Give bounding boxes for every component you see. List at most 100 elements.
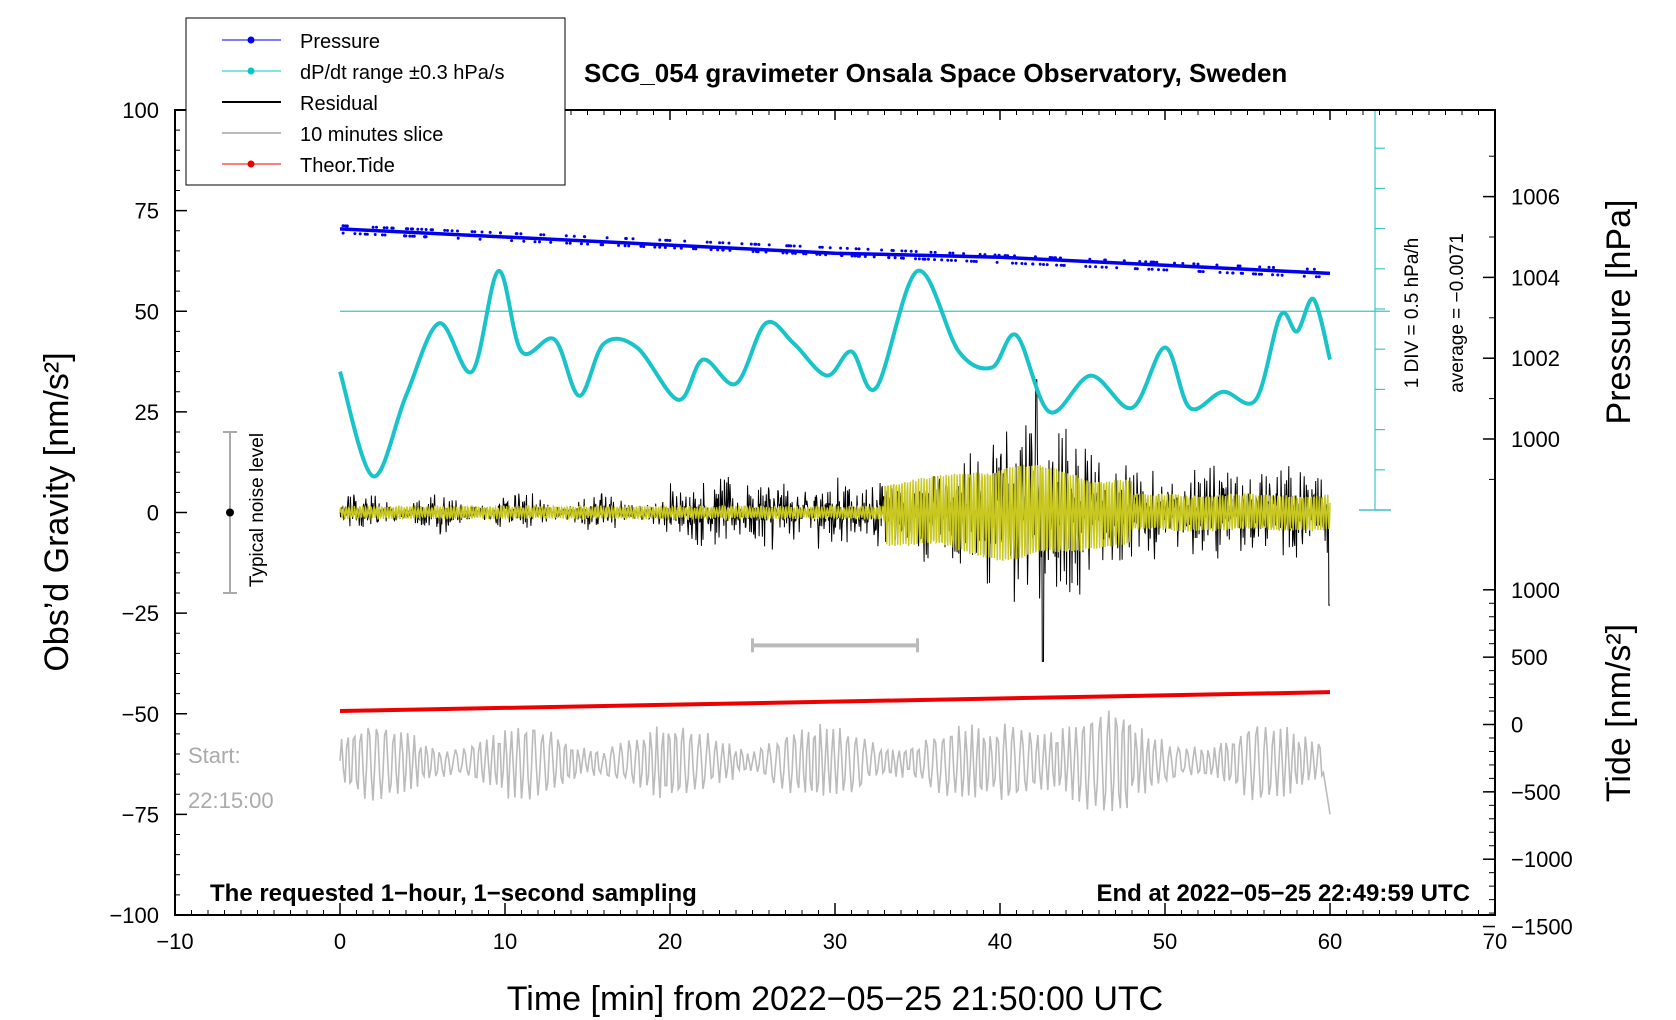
- pressure-point: [917, 257, 921, 261]
- pressure-point: [429, 228, 433, 232]
- pressure-point: [363, 232, 367, 236]
- pressure-point: [601, 243, 605, 247]
- pressure-point: [406, 227, 410, 231]
- pressure-point: [423, 235, 427, 239]
- pressure-point: [754, 242, 758, 246]
- pressure-point: [1196, 262, 1200, 266]
- pressure-point: [663, 246, 667, 249]
- pressure-point: [940, 258, 944, 262]
- pressure-point: [751, 250, 755, 253]
- y-tick-label: −75: [122, 802, 159, 827]
- pressure-point: [478, 237, 482, 241]
- pressure-point: [605, 236, 609, 240]
- pressure-tick-label: 1006: [1511, 185, 1560, 210]
- pressure-point: [1254, 272, 1258, 276]
- pressure-point: [679, 246, 683, 250]
- plot-traces: [223, 110, 1391, 815]
- pressure-point: [668, 239, 672, 242]
- pressure-point: [539, 233, 543, 237]
- pressure-point: [542, 233, 546, 237]
- pressure-point: [793, 251, 797, 255]
- pressure-point: [373, 233, 377, 236]
- pressure-point: [1084, 264, 1088, 268]
- pressure-point: [488, 230, 492, 234]
- series-10-minute-slice: [339, 710, 1331, 815]
- pressure-point: [781, 251, 785, 255]
- legend-entry-residual: Residual: [222, 93, 378, 115]
- pressure-point: [409, 227, 413, 231]
- pressure-point: [653, 245, 657, 249]
- pressure-point: [1231, 271, 1235, 275]
- pressure-point: [845, 246, 849, 250]
- legend-marker-dpdt: [247, 67, 255, 75]
- pressure-point: [1013, 254, 1016, 258]
- pressure-point: [565, 241, 569, 245]
- series-filtered-residual: [339, 464, 1331, 561]
- pressure-point: [1192, 262, 1196, 266]
- pressure-point: [997, 253, 1001, 257]
- pressure-point: [978, 252, 982, 256]
- pressure-point: [1122, 259, 1126, 263]
- pressure-point: [749, 242, 753, 246]
- pressure-point: [785, 244, 789, 248]
- pressure-point: [1031, 262, 1035, 266]
- noise-level-label: Typical noise level: [247, 433, 268, 587]
- series-dpdt: [338, 268, 1332, 479]
- sampling-note: The requested 1−hour, 1−second sampling: [210, 880, 697, 907]
- pressure-point: [949, 258, 953, 262]
- pressure-point: [568, 241, 572, 245]
- end-time-note: End at 2022−05−25 22:49:59 UTC: [1096, 880, 1470, 907]
- pressure-point: [499, 231, 502, 235]
- legend-label-slice: 10 minutes slice: [300, 124, 443, 146]
- legend: Pressure dP/dt range ±0.3 hPa/s Residual…: [185, 17, 566, 186]
- pressure-point: [828, 246, 832, 250]
- pressure-point: [1258, 265, 1262, 269]
- pressure-point: [443, 228, 447, 232]
- pressure-point: [995, 260, 999, 264]
- pressure-point: [514, 232, 518, 236]
- pressure-point: [1260, 272, 1263, 276]
- pressure-point: [993, 253, 997, 257]
- y-tick-label: −50: [122, 702, 159, 727]
- pressure-point: [1236, 264, 1240, 268]
- pressure-tick-label: 1004: [1511, 265, 1560, 290]
- pressure-point: [1062, 263, 1066, 267]
- pressure-point: [933, 258, 936, 262]
- pressure-point: [1257, 272, 1261, 276]
- pressure-point: [658, 238, 662, 242]
- pressure-point: [692, 247, 695, 251]
- pressure-point: [623, 244, 627, 248]
- pressure-point: [404, 234, 408, 238]
- pressure-point: [410, 234, 414, 238]
- pressure-point: [1312, 267, 1316, 271]
- pressure-point: [791, 251, 795, 255]
- pressure-point: [642, 245, 646, 249]
- pressure-tick-label: 1002: [1511, 346, 1560, 371]
- pressure-point: [974, 260, 978, 263]
- pressure-point: [666, 238, 669, 242]
- pressure-point: [929, 250, 933, 254]
- legend-marker-pressure: [247, 36, 255, 44]
- start-time: 22:15:00: [188, 788, 274, 813]
- pressure-point: [341, 231, 345, 235]
- pressure-point: [586, 242, 590, 246]
- x-tick-label: 60: [1318, 929, 1342, 954]
- pressure-point: [1020, 262, 1024, 265]
- x-tick-label: 70: [1483, 929, 1507, 954]
- pressure-point: [872, 255, 876, 259]
- pressure-point: [456, 229, 459, 233]
- pressure-point: [1014, 261, 1018, 265]
- pressure-point: [972, 259, 976, 263]
- pressure-point: [391, 226, 395, 230]
- legend-marker-tide: [247, 160, 255, 168]
- pressure-point: [1088, 265, 1092, 269]
- pressure-point: [1059, 263, 1063, 267]
- pressure-point: [893, 256, 897, 260]
- pressure-point: [1100, 265, 1104, 269]
- pressure-point: [802, 252, 806, 256]
- pressure-point: [1267, 265, 1271, 269]
- x-tick-label: 10: [493, 929, 517, 954]
- pressure-point: [446, 229, 449, 232]
- pressure-point: [948, 251, 952, 255]
- pressure-point: [909, 249, 913, 253]
